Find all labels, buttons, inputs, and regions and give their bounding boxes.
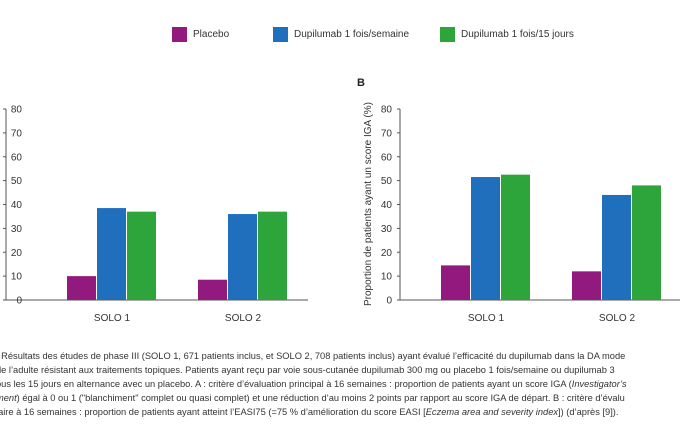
legend-item-weekly: Dupilumab 1 fois/semaine [273,24,409,44]
y-tick-label: 50 [381,176,393,187]
y-tick-label: 70 [381,128,393,139]
x-tick-label: SOLO 1 [468,313,505,324]
y-tick-label: 80 [11,105,23,116]
y-tick-label: 60 [381,152,393,163]
figure-caption: : Résultats des études de phase III (SOL… [0,350,686,430]
y-axis-label: Proportion de patients ayant un score IG… [363,102,374,306]
x-tick-label: SOLO 1 [94,313,131,324]
bar [471,177,500,300]
bar [572,271,601,300]
bar [602,194,631,300]
y-tick-label: 0 [16,296,22,307]
legend-swatch [172,26,187,42]
y-tick-label: 10 [381,272,393,283]
y-tick-label: 0 [386,296,392,307]
y-tick-label: 10 [11,272,23,283]
y-tick-label: 40 [381,200,393,211]
bar [632,185,661,300]
y-tick-label: 40 [11,200,23,211]
bar [67,276,96,300]
legend-label: Dupilumab 1 fois/15 jours [461,28,574,40]
caption-line: ous les 15 jours en alternance avec un p… [0,379,627,389]
x-tick-label: SOLO 2 [599,313,636,324]
y-tick-label: 50 [11,176,23,187]
bar [97,208,126,300]
legend-label: Dupilumab 1 fois/semaine [294,28,410,40]
legend-swatch [273,26,288,42]
y-tick-label: 20 [381,248,393,259]
bar [127,211,156,300]
caption-line: laire à 16 semaines : proportion de pati… [0,407,619,417]
y-tick-label: 30 [381,224,393,235]
caption-line: ment) égal à 0 ou 1 ("blanchiment" compl… [0,393,625,403]
bar [228,214,257,300]
caption-line: : Résultats des études de phase III (SOL… [0,351,626,361]
y-tick-label: 80 [381,105,393,116]
bar [198,279,227,300]
bar [258,211,287,300]
legend-swatch [440,26,455,42]
y-tick-label: 30 [11,224,23,235]
legend-label: Placebo [193,28,230,40]
legend-item-placebo: Placebo [172,24,229,44]
bar [441,265,470,300]
charts-area: 0 10 20 30 40 50 60 70 80 SOLO 1 SOLO 2 0 10 20 30 40 50… [3,77,680,324]
x-tick-label: SOLO 2 [225,313,262,324]
y-tick-label: 70 [11,128,23,139]
bar [501,174,530,300]
legend-item-biweekly: Dupilumab 1 fois/15 jours [440,24,574,44]
panel-label: B [357,77,365,89]
y-tick-label: 20 [11,248,23,259]
y-tick-label: 60 [11,152,23,163]
legend: Placebo Dupilumab 1 fois/semaine Dupilum… [0,24,686,44]
caption-line: de l’adulte résistant aux traitements to… [0,365,615,375]
